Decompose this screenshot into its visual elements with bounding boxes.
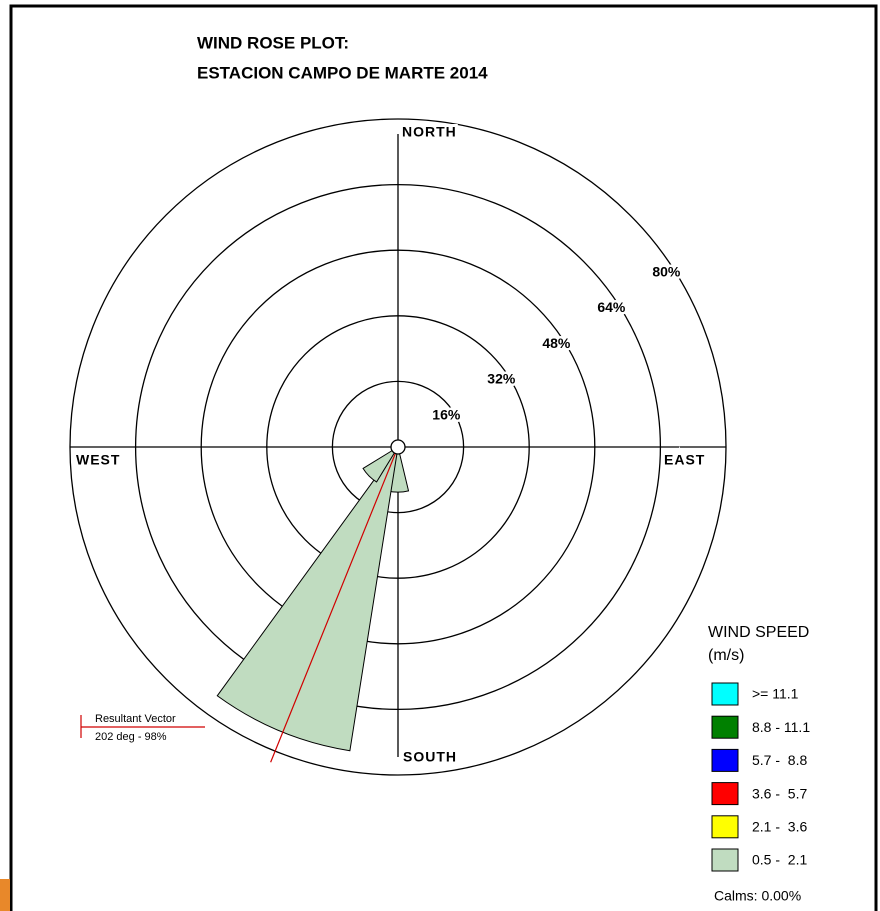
frame: [9, 4, 878, 911]
ring-label: 80%: [652, 263, 681, 279]
ring-label: 16%: [432, 406, 461, 422]
legend-label: 5.7 - 8.8: [752, 752, 807, 768]
petal: [362, 446, 399, 483]
legend-swatch: [711, 848, 739, 872]
chart-title: WIND ROSE PLOT:: [197, 33, 349, 52]
compass-label: NORTH: [402, 124, 457, 140]
legend-swatch: [711, 682, 739, 706]
ring-label: 32%: [487, 371, 516, 387]
compass-label: EAST: [664, 452, 705, 468]
chart-subtitle: ESTACION CAMPO DE MARTE 2014: [197, 63, 488, 82]
legend-swatch: [711, 815, 739, 839]
legend-label: 2.1 - 3.6: [752, 819, 807, 835]
corner-block: [0, 879, 10, 911]
petal: [216, 446, 399, 752]
legend-label: 0.5 - 2.1: [752, 852, 807, 868]
ring-label: 64%: [597, 299, 626, 315]
legend-label: >= 11.1: [752, 686, 799, 702]
calms-label: Calms: 0.00%: [714, 888, 801, 904]
ring-label: 48%: [542, 335, 571, 351]
legend-swatch: [711, 715, 739, 739]
legend-label: 8.8 - 11.1: [752, 719, 810, 735]
legend-label: 3.6 - 5.7: [752, 785, 807, 801]
compass-label: SOUTH: [403, 749, 457, 765]
resultant-vector: [270, 446, 399, 763]
resultant-name: Resultant Vector: [95, 713, 176, 725]
compass-label: WEST: [76, 452, 120, 468]
legend-title: WIND SPEED: [708, 624, 809, 641]
legend-swatch: [711, 748, 739, 772]
legend-title: (m/s): [708, 647, 744, 664]
center-circle: [390, 439, 406, 455]
resultant-label: 202 deg - 98%: [95, 731, 167, 743]
legend-swatch: [711, 782, 739, 806]
